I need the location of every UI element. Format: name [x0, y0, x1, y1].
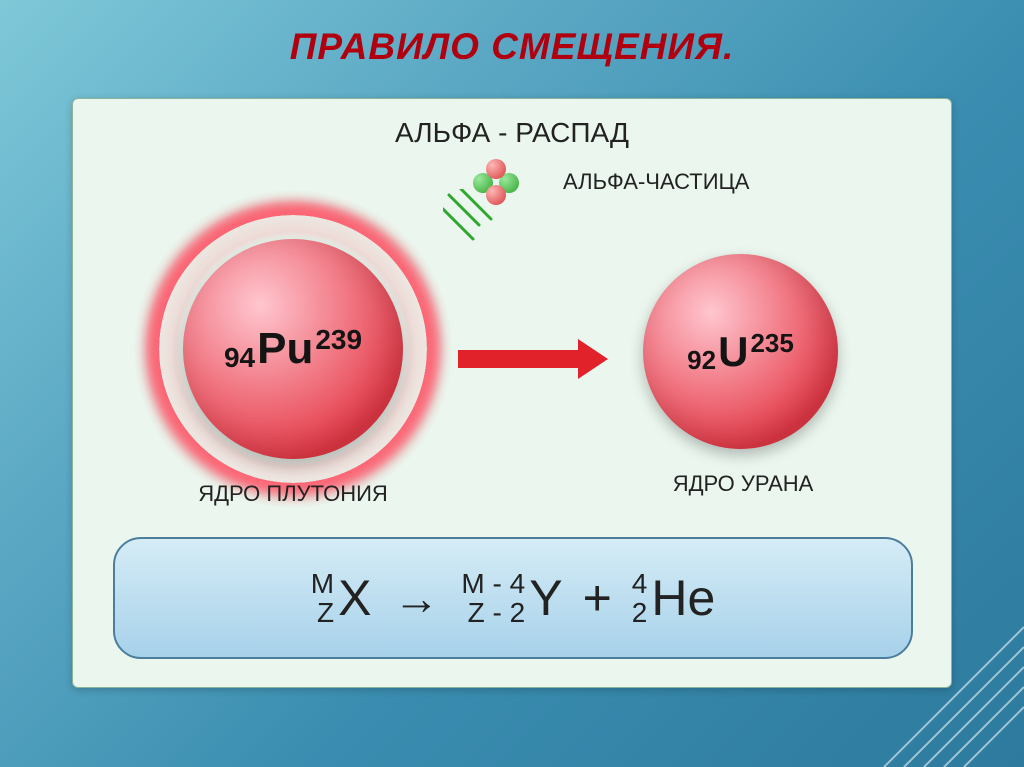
eq-t3-top: 4	[632, 569, 648, 598]
motion-lines-icon	[443, 189, 503, 249]
eq-t2-bot: Z - 2	[468, 598, 526, 627]
reaction-arrow-icon	[458, 339, 608, 379]
slide-title: ПРАВИЛО СМЕЩЕНИЯ.	[0, 0, 1024, 68]
eq-t1-bot: Z	[317, 598, 334, 627]
alpha-particle-label: АЛЬФА-ЧАСТИЦА	[563, 169, 749, 195]
z-left: 94	[224, 342, 255, 374]
nucleus-left-name: ЯДРО ПЛУТОНИЯ	[183, 481, 403, 507]
nucleus-right-name: ЯДРО УРАНА	[633, 471, 853, 497]
nucleus-uranium: 92 U 235	[643, 254, 838, 449]
eq-t3-bot: 2	[632, 598, 648, 627]
slide-title-text: ПРАВИЛО СМЕЩЕНИЯ.	[290, 26, 735, 67]
eq-term-3: 4 2 He	[632, 569, 716, 628]
eq-t2-sym: Y	[529, 569, 562, 627]
equation-box: M Z X → M - 4 Z - 2 Y + 4 2 He	[113, 537, 913, 659]
eq-plus: +	[583, 569, 612, 627]
z-right: 92	[687, 345, 716, 376]
eq-t3-sym: He	[651, 569, 715, 627]
nucleus-plutonium: 94 Pu 239	[183, 239, 403, 459]
eq-term-1: M Z X	[311, 569, 372, 628]
eq-t2-top: M - 4	[461, 569, 525, 598]
eq-arrow: →	[393, 571, 439, 625]
decay-title: АЛЬФА - РАСПАД	[73, 117, 951, 149]
eq-t1-sym: X	[338, 569, 371, 627]
diagram-panel: АЛЬФА - РАСПАД АЛЬФА-ЧАСТИЦА 94 Pu 239 9…	[72, 98, 952, 688]
eq-term-2: M - 4 Z - 2 Y	[461, 569, 562, 628]
eq-t1-top: M	[311, 569, 334, 598]
a-left: 239	[315, 324, 362, 356]
symbol-right: U	[718, 328, 748, 376]
a-right: 235	[750, 328, 793, 359]
symbol-left: Pu	[257, 324, 313, 374]
